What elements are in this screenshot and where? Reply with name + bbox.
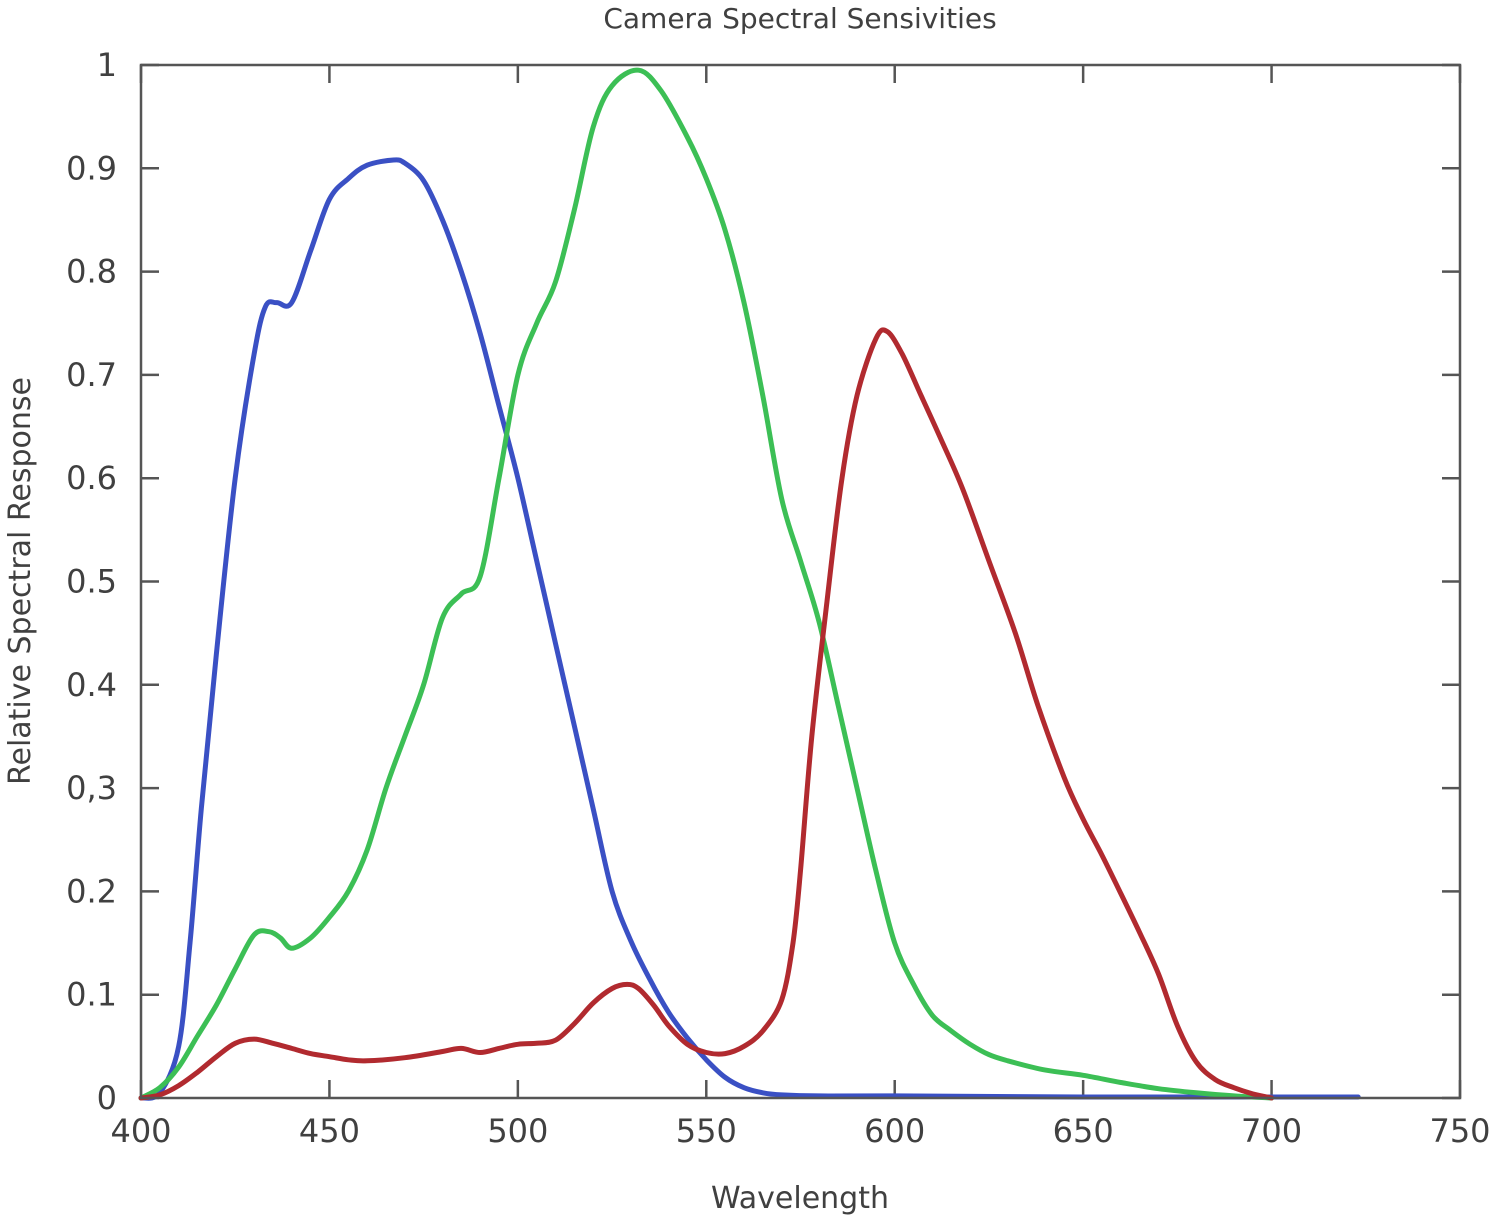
x-axis-label: Wavelength: [711, 1181, 889, 1216]
series-lines: [138, 67, 1361, 1101]
y-tick-label: 1: [97, 46, 117, 84]
y-tick-label: 0.5: [66, 563, 117, 601]
x-tick-label: 700: [1241, 1112, 1302, 1150]
series-line-blue: [138, 157, 1361, 1101]
y-tick-label: 0: [97, 1079, 117, 1117]
y-tick-label: 0.9: [66, 149, 117, 187]
y-tick-label: 0.8: [66, 253, 117, 291]
y-tick-label: 0.4: [66, 666, 117, 704]
x-tick-labels: 400 450 500 550 600 650 700 750: [110, 1112, 1490, 1150]
x-tick-label: 650: [1053, 1112, 1114, 1150]
x-tick-label: 600: [864, 1112, 925, 1150]
y-tick-label: 0.7: [66, 356, 117, 394]
x-tick-label: 400: [110, 1112, 171, 1150]
y-tick-label: 0,3: [66, 769, 117, 807]
x-tick-label: 550: [676, 1112, 737, 1150]
chart-title: Camera Spectral Sensivities: [603, 2, 996, 35]
y-tick-label: 0.1: [66, 976, 117, 1014]
series-line-green: [138, 67, 1275, 1101]
series-line-red: [138, 327, 1275, 1101]
axis-ticks: [139, 63, 1462, 1100]
plot-frame: [139, 63, 1462, 1100]
y-axis-label: Relative Spectral Response: [3, 377, 38, 785]
y-tick-label: 0.6: [66, 459, 117, 497]
x-tick-label: 500: [487, 1112, 548, 1150]
x-tick-label: 450: [299, 1112, 360, 1150]
y-tick-label: 0.2: [66, 872, 117, 910]
y-tick-labels: 0 0.1 0.2 0,3 0.4 0.5 0.6 0.7 0.8 0.9 1: [66, 46, 117, 1117]
x-tick-label: 750: [1429, 1112, 1490, 1150]
